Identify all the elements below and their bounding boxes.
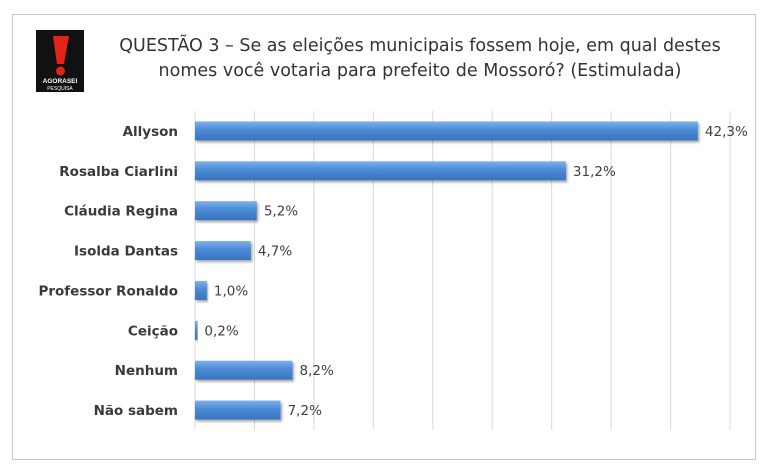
category-label: Isolda Dantas — [74, 244, 178, 260]
data-label: 0,2% — [204, 323, 238, 339]
data-label: 4,7% — [258, 244, 292, 260]
category-label: Rosalba Ciarlini — [59, 164, 178, 180]
bar — [195, 201, 257, 221]
chart-title-line-1: QUESTÃO 3 – Se as eleições municipais fo… — [119, 36, 721, 56]
category-label: Allyson — [123, 124, 178, 140]
logo-exclamation-bar — [53, 36, 69, 64]
data-label: 7,2% — [288, 403, 322, 419]
bar — [195, 280, 207, 300]
bar — [195, 400, 281, 420]
data-label: 31,2% — [573, 164, 616, 180]
category-label: Professor Ronaldo — [38, 283, 178, 299]
chart-frame — [12, 14, 756, 460]
logo-text-bottom: PESQUISA — [47, 86, 73, 92]
logo-exclamation-dot — [56, 66, 65, 76]
data-label: 5,2% — [264, 204, 298, 220]
category-label: Não sabem — [94, 403, 178, 419]
category-label: Cláudia Regina — [64, 204, 178, 220]
chart-title-line-2: nomes você votaria para prefeito de Moss… — [158, 61, 682, 81]
data-label: 42,3% — [705, 124, 748, 140]
bar — [195, 121, 698, 141]
agorasei-logo: AGORASEI PESQUISA — [36, 30, 84, 92]
category-label: Nenhum — [115, 363, 178, 379]
category-label: Ceição — [128, 323, 178, 339]
bar — [195, 320, 198, 340]
data-label: 1,0% — [214, 283, 248, 299]
chart-title: QUESTÃO 3 – Se as eleições municipais fo… — [100, 34, 740, 84]
bar — [195, 161, 566, 181]
data-label: 8,2% — [299, 363, 333, 379]
bar — [195, 241, 251, 261]
bar — [195, 360, 293, 380]
logo-text-top: AGORASEI — [43, 78, 78, 85]
